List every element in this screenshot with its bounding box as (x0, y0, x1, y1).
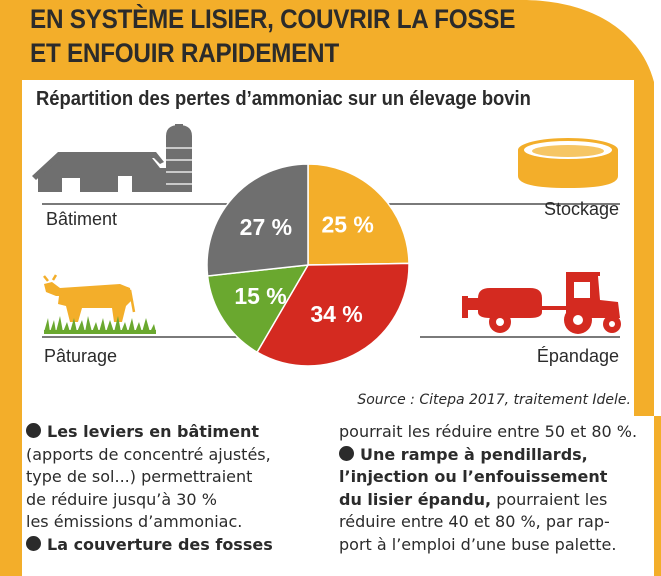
text-column-right: pourrait les réduire entre 50 et 80 %. U… (339, 421, 639, 556)
text-line: (apports de concentré ajustés, (26, 444, 271, 464)
lever-title-pit-cover: La couverture des fosses (47, 534, 273, 554)
text-line: pourrait les réduire entre 50 et 80 %. (339, 422, 638, 441)
text-line: type de sol...) permettraient (26, 467, 253, 486)
text-line: de réduire jusqu’à 30 % (26, 489, 217, 509)
text-line: du lisier épandu, (339, 489, 492, 509)
category-label-stockage: Stockage (543, 199, 619, 219)
connector-lines (42, 203, 620, 338)
text-line: les émissions d’ammoniac. (26, 512, 243, 531)
slice-stockage (307, 163, 410, 266)
pct-label-stockage: 25 % (321, 212, 373, 238)
headline-line-2: ET ENFOUIR RAPIDEMENT (30, 38, 339, 68)
bullet-icon (26, 423, 41, 438)
slice-epandage (256, 262, 410, 367)
slice-batiment (206, 163, 309, 277)
cow-icon (43, 274, 156, 334)
category-label-epandage: Épandage (536, 346, 619, 366)
tractor-spreader-icon (462, 272, 621, 334)
storage-tank-icon (518, 138, 618, 188)
bullet-icon (26, 535, 41, 551)
pct-label-paturage: 15 % (234, 283, 286, 309)
text-line: port à l’emploi d’une buse palette. (339, 534, 617, 554)
bullet-icon (339, 445, 354, 461)
category-label-batiment: Bâtiment (46, 209, 118, 229)
pie-chart: 25 % 34 % 15 % 27 % (32, 124, 621, 367)
category-label-paturage: Pâturage (44, 346, 118, 366)
barn-silo-icon (32, 124, 192, 192)
chart-title: Répartition des pertes d’ammoniac sur un… (36, 88, 531, 110)
lever-title-spreading: Une rampe à pendillards, (360, 444, 588, 464)
text-line: l’injection ou l’enfouissement (339, 467, 608, 486)
source-note: Source : Citepa 2017, traitement Idele. (357, 392, 631, 408)
pct-label-batiment: 27 % (240, 214, 292, 240)
pct-label-epandage: 34 % (310, 301, 362, 327)
text-line: pourraient les (491, 489, 608, 509)
lever-title-building: Les leviers en bâtiment (47, 422, 259, 441)
text-line: réduire entre 40 et 80 %, par rap- (339, 512, 610, 531)
slice-paturage (206, 264, 310, 354)
pie: 25 % 34 % 15 % 27 % (206, 163, 410, 367)
text-column-left: Les leviers en bâtiment (apports de conc… (26, 421, 326, 556)
headline-line-1: EN SYSTÈME LISIER, COUVRIR LA FOSSE (30, 4, 516, 34)
